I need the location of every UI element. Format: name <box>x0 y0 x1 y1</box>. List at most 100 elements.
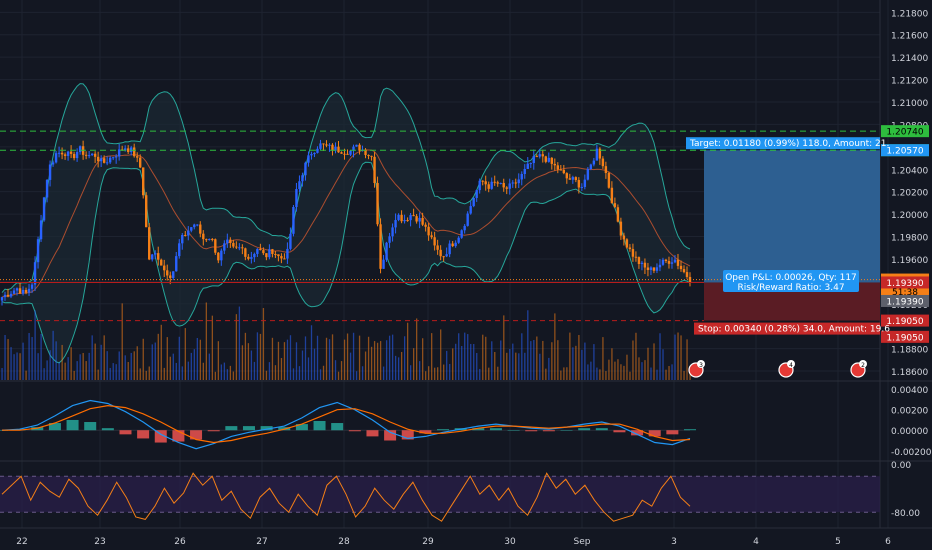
candle-body <box>117 149 121 157</box>
candle <box>3 291 7 301</box>
volume-bar <box>428 366 430 380</box>
volume-bar <box>656 369 658 380</box>
candle-body <box>208 238 211 240</box>
volume-bar <box>614 361 616 380</box>
candle-body <box>295 189 298 207</box>
candle-body <box>433 237 436 246</box>
volume-bar <box>370 346 373 380</box>
macd-panel <box>0 399 696 450</box>
target-annotation-box[interactable] <box>686 137 880 150</box>
candle <box>117 143 121 161</box>
pnl-annotation-box[interactable] <box>723 270 859 292</box>
candle-body <box>328 144 331 146</box>
volume-bar <box>518 353 520 380</box>
macd-histogram-bar <box>66 419 79 431</box>
candle-body <box>412 215 415 217</box>
candle-body <box>181 234 184 244</box>
volume-bar <box>166 337 168 380</box>
macd-histogram-bar <box>437 429 450 431</box>
macd-histogram-bar <box>401 430 414 440</box>
candle-body <box>283 258 286 260</box>
price-tick-label: 1.21600 <box>891 32 928 42</box>
candle-body <box>274 253 277 255</box>
volume-bar <box>22 342 24 380</box>
volume-bar <box>572 347 574 380</box>
volume-bar <box>256 332 259 380</box>
volume-bar <box>352 332 355 380</box>
candle <box>6 288 10 298</box>
macd-histogram-bar <box>366 430 379 437</box>
candle <box>232 239 235 249</box>
candle <box>352 144 355 158</box>
candle <box>304 161 307 181</box>
volume-bar <box>214 371 217 380</box>
volume-bar <box>554 313 556 380</box>
volume-bar <box>367 336 370 380</box>
candle <box>493 175 496 186</box>
candle-body <box>595 148 599 161</box>
macd-histogram-bar <box>242 426 255 431</box>
position-annotations[interactable]: Target: 0.01180 (0.99%) 118.0, Amount: 2… <box>686 137 890 335</box>
volume-bar <box>208 353 211 380</box>
candle <box>643 258 647 275</box>
volume-bar <box>4 335 6 380</box>
volume-bar <box>268 362 271 380</box>
candle-body <box>102 158 106 163</box>
candle <box>268 244 271 260</box>
macd-histogram-bar <box>525 430 538 432</box>
volume-bar <box>247 343 250 380</box>
candle <box>604 161 608 179</box>
macd-tick-label: 0.00200 <box>891 407 928 417</box>
event-badge-count-bg <box>859 360 867 368</box>
candle <box>577 177 581 194</box>
volume-bar <box>49 350 51 380</box>
event-badges[interactable]: 3 4 2 <box>688 360 867 378</box>
volume-bar <box>584 342 586 380</box>
event-badge[interactable]: 2 <box>850 360 867 378</box>
volume-bar <box>181 366 183 380</box>
volume-bar <box>325 337 328 380</box>
candle <box>379 218 382 274</box>
macd-histogram-bar <box>560 430 573 431</box>
volume-bar <box>629 371 631 380</box>
level-label-text: 1.20570 <box>886 147 923 157</box>
candle-body <box>367 155 370 157</box>
candle <box>613 197 617 208</box>
volume-bar <box>422 338 424 380</box>
stop-annotation-box[interactable] <box>694 322 880 335</box>
event-badge[interactable]: 3 <box>688 360 705 378</box>
target-zone[interactable] <box>704 150 880 283</box>
volume-bar <box>575 345 577 380</box>
level-label-box <box>881 294 929 307</box>
candle <box>442 255 445 262</box>
event-badge[interactable]: 4 <box>778 360 795 378</box>
level-label: 1.19390 <box>881 294 929 307</box>
bollinger-lower <box>1 161 691 364</box>
candle-body <box>42 197 46 221</box>
volume-bar <box>100 344 102 380</box>
candle <box>205 238 208 243</box>
candle <box>544 155 547 164</box>
candle-body <box>196 224 199 226</box>
candle <box>274 251 277 259</box>
candle-body <box>214 239 217 253</box>
candle <box>556 162 560 174</box>
candle <box>634 251 638 262</box>
candle <box>66 150 70 161</box>
candle <box>223 240 226 255</box>
candle <box>517 173 520 188</box>
candle-body <box>682 269 686 273</box>
candle <box>430 231 433 240</box>
stop-annotation[interactable]: Stop: 0.00340 (0.28%) 34.0, Amount: 19.6 <box>694 322 890 335</box>
candle <box>349 150 352 156</box>
volume-bar <box>379 341 382 380</box>
candle <box>328 143 331 152</box>
volume-bar <box>533 340 535 380</box>
candle-body <box>232 242 235 247</box>
candle <box>214 238 217 255</box>
volume-bar <box>64 362 66 380</box>
risk-reward-zones[interactable] <box>704 150 880 321</box>
target-annotation[interactable]: Target: 0.01180 (0.99%) 118.0, Amount: 2… <box>686 137 889 150</box>
